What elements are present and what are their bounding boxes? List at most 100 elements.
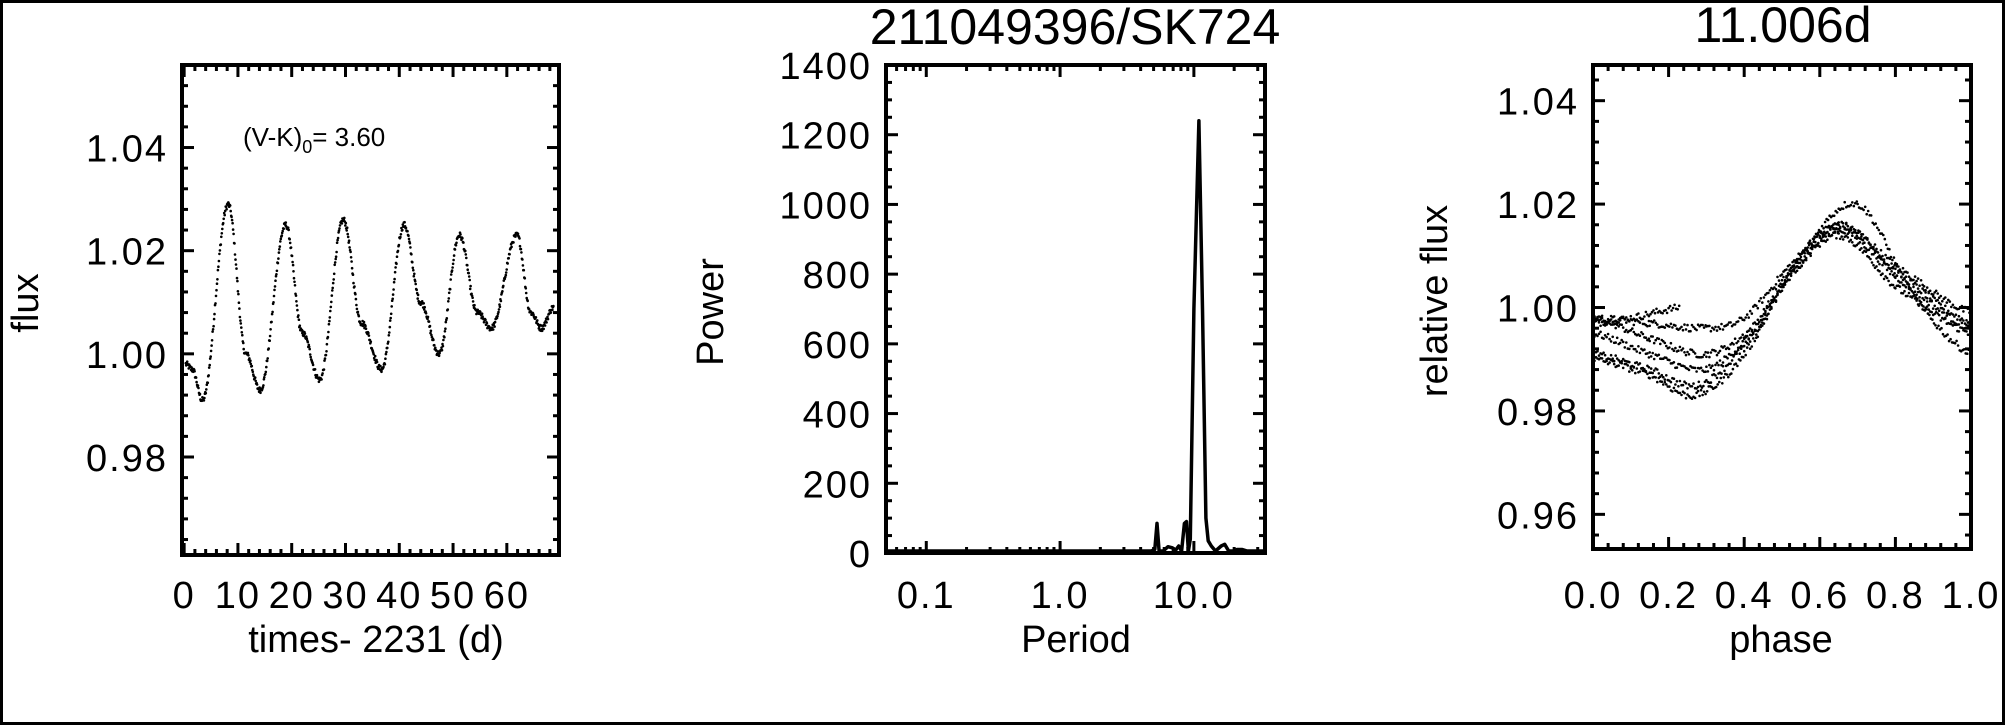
data-point bbox=[1745, 334, 1749, 338]
data-point bbox=[332, 278, 336, 281]
data-point bbox=[1922, 305, 1925, 308]
data-point bbox=[1650, 310, 1654, 314]
data-point bbox=[331, 286, 335, 290]
data-point bbox=[1705, 365, 1708, 369]
data-point bbox=[1948, 312, 1952, 316]
data-point bbox=[1671, 390, 1674, 393]
data-point bbox=[345, 229, 349, 232]
data-point bbox=[311, 363, 315, 367]
data-point bbox=[1872, 247, 1875, 251]
data-point bbox=[493, 320, 497, 324]
data-point bbox=[1936, 312, 1939, 315]
data-point bbox=[437, 354, 441, 358]
data-point bbox=[1857, 236, 1860, 240]
data-point bbox=[1684, 382, 1688, 385]
data-point bbox=[1944, 317, 1947, 320]
data-point bbox=[212, 317, 216, 321]
data-point bbox=[454, 244, 458, 247]
data-point bbox=[1683, 391, 1686, 395]
data-point bbox=[338, 227, 341, 230]
data-point bbox=[1918, 284, 1921, 288]
data-point bbox=[466, 268, 470, 272]
data-point bbox=[1644, 310, 1648, 314]
data-point bbox=[1736, 340, 1740, 343]
data-point bbox=[1638, 321, 1642, 324]
data-point bbox=[1747, 343, 1750, 346]
data-point bbox=[297, 318, 301, 322]
data-point bbox=[268, 339, 272, 343]
data-point bbox=[336, 238, 339, 242]
data-point bbox=[1895, 274, 1899, 278]
data-point bbox=[552, 304, 555, 308]
data-point bbox=[1860, 247, 1863, 250]
data-point bbox=[203, 396, 206, 400]
data-point bbox=[1820, 224, 1824, 228]
data-point bbox=[1726, 323, 1729, 326]
data-point bbox=[1851, 241, 1854, 244]
data-point bbox=[198, 392, 202, 396]
data-point bbox=[329, 309, 332, 313]
data-point bbox=[232, 232, 235, 236]
data-point bbox=[1795, 259, 1799, 263]
data-point bbox=[1612, 315, 1616, 318]
data-point bbox=[364, 324, 367, 328]
data-point bbox=[1764, 309, 1767, 313]
data-point bbox=[1900, 281, 1903, 284]
periodogram-panel: 211049396/SK724 Power Period 0.1 1.0 10.0 0… bbox=[690, 0, 1280, 661]
data-point bbox=[1699, 388, 1703, 392]
data-point bbox=[1625, 316, 1628, 319]
data-point bbox=[1617, 364, 1620, 367]
data-point bbox=[1791, 260, 1794, 264]
data-point bbox=[241, 333, 244, 337]
data-point bbox=[1951, 313, 1955, 316]
data-point bbox=[291, 260, 294, 264]
data-point bbox=[1956, 318, 1959, 321]
data-point bbox=[1739, 359, 1742, 362]
data-point bbox=[1667, 306, 1670, 310]
data-point bbox=[414, 282, 418, 286]
data-point bbox=[397, 243, 401, 247]
data-point bbox=[534, 316, 538, 319]
data-point bbox=[1957, 330, 1961, 333]
data-point bbox=[1846, 224, 1850, 228]
data-point bbox=[235, 276, 239, 280]
data-point bbox=[333, 261, 337, 264]
data-point bbox=[288, 241, 292, 245]
data-point bbox=[1767, 300, 1770, 303]
data-point bbox=[1830, 234, 1834, 237]
data-point bbox=[1799, 255, 1803, 259]
data-point bbox=[347, 239, 351, 242]
y-tick-label: 400 bbox=[803, 395, 872, 437]
data-point bbox=[207, 374, 210, 377]
data-point bbox=[1725, 373, 1729, 376]
data-point bbox=[1618, 319, 1622, 322]
data-point bbox=[1609, 353, 1613, 357]
data-point bbox=[240, 331, 244, 334]
data-point bbox=[282, 227, 286, 230]
data-point bbox=[1875, 247, 1878, 251]
data-point bbox=[230, 215, 233, 219]
data-point bbox=[1913, 293, 1916, 297]
data-point bbox=[1646, 352, 1649, 355]
data-point bbox=[1818, 245, 1822, 248]
data-point bbox=[1750, 345, 1754, 348]
data-point bbox=[218, 252, 221, 256]
data-point bbox=[222, 217, 225, 221]
data-point bbox=[516, 232, 520, 235]
data-point bbox=[396, 249, 400, 253]
data-point bbox=[364, 327, 368, 331]
y-tick-label: 1.04 bbox=[1497, 82, 1579, 124]
data-point bbox=[1928, 289, 1932, 293]
data-point bbox=[1689, 329, 1692, 333]
data-point bbox=[265, 365, 268, 369]
data-point bbox=[1785, 276, 1788, 279]
data-point bbox=[1912, 285, 1915, 289]
data-point bbox=[1907, 275, 1911, 279]
data-point bbox=[424, 312, 428, 315]
data-point bbox=[278, 245, 282, 248]
data-point bbox=[219, 243, 223, 246]
data-point bbox=[336, 236, 340, 240]
data-point bbox=[1901, 272, 1905, 276]
data-point bbox=[443, 330, 447, 333]
data-point bbox=[1731, 367, 1735, 371]
